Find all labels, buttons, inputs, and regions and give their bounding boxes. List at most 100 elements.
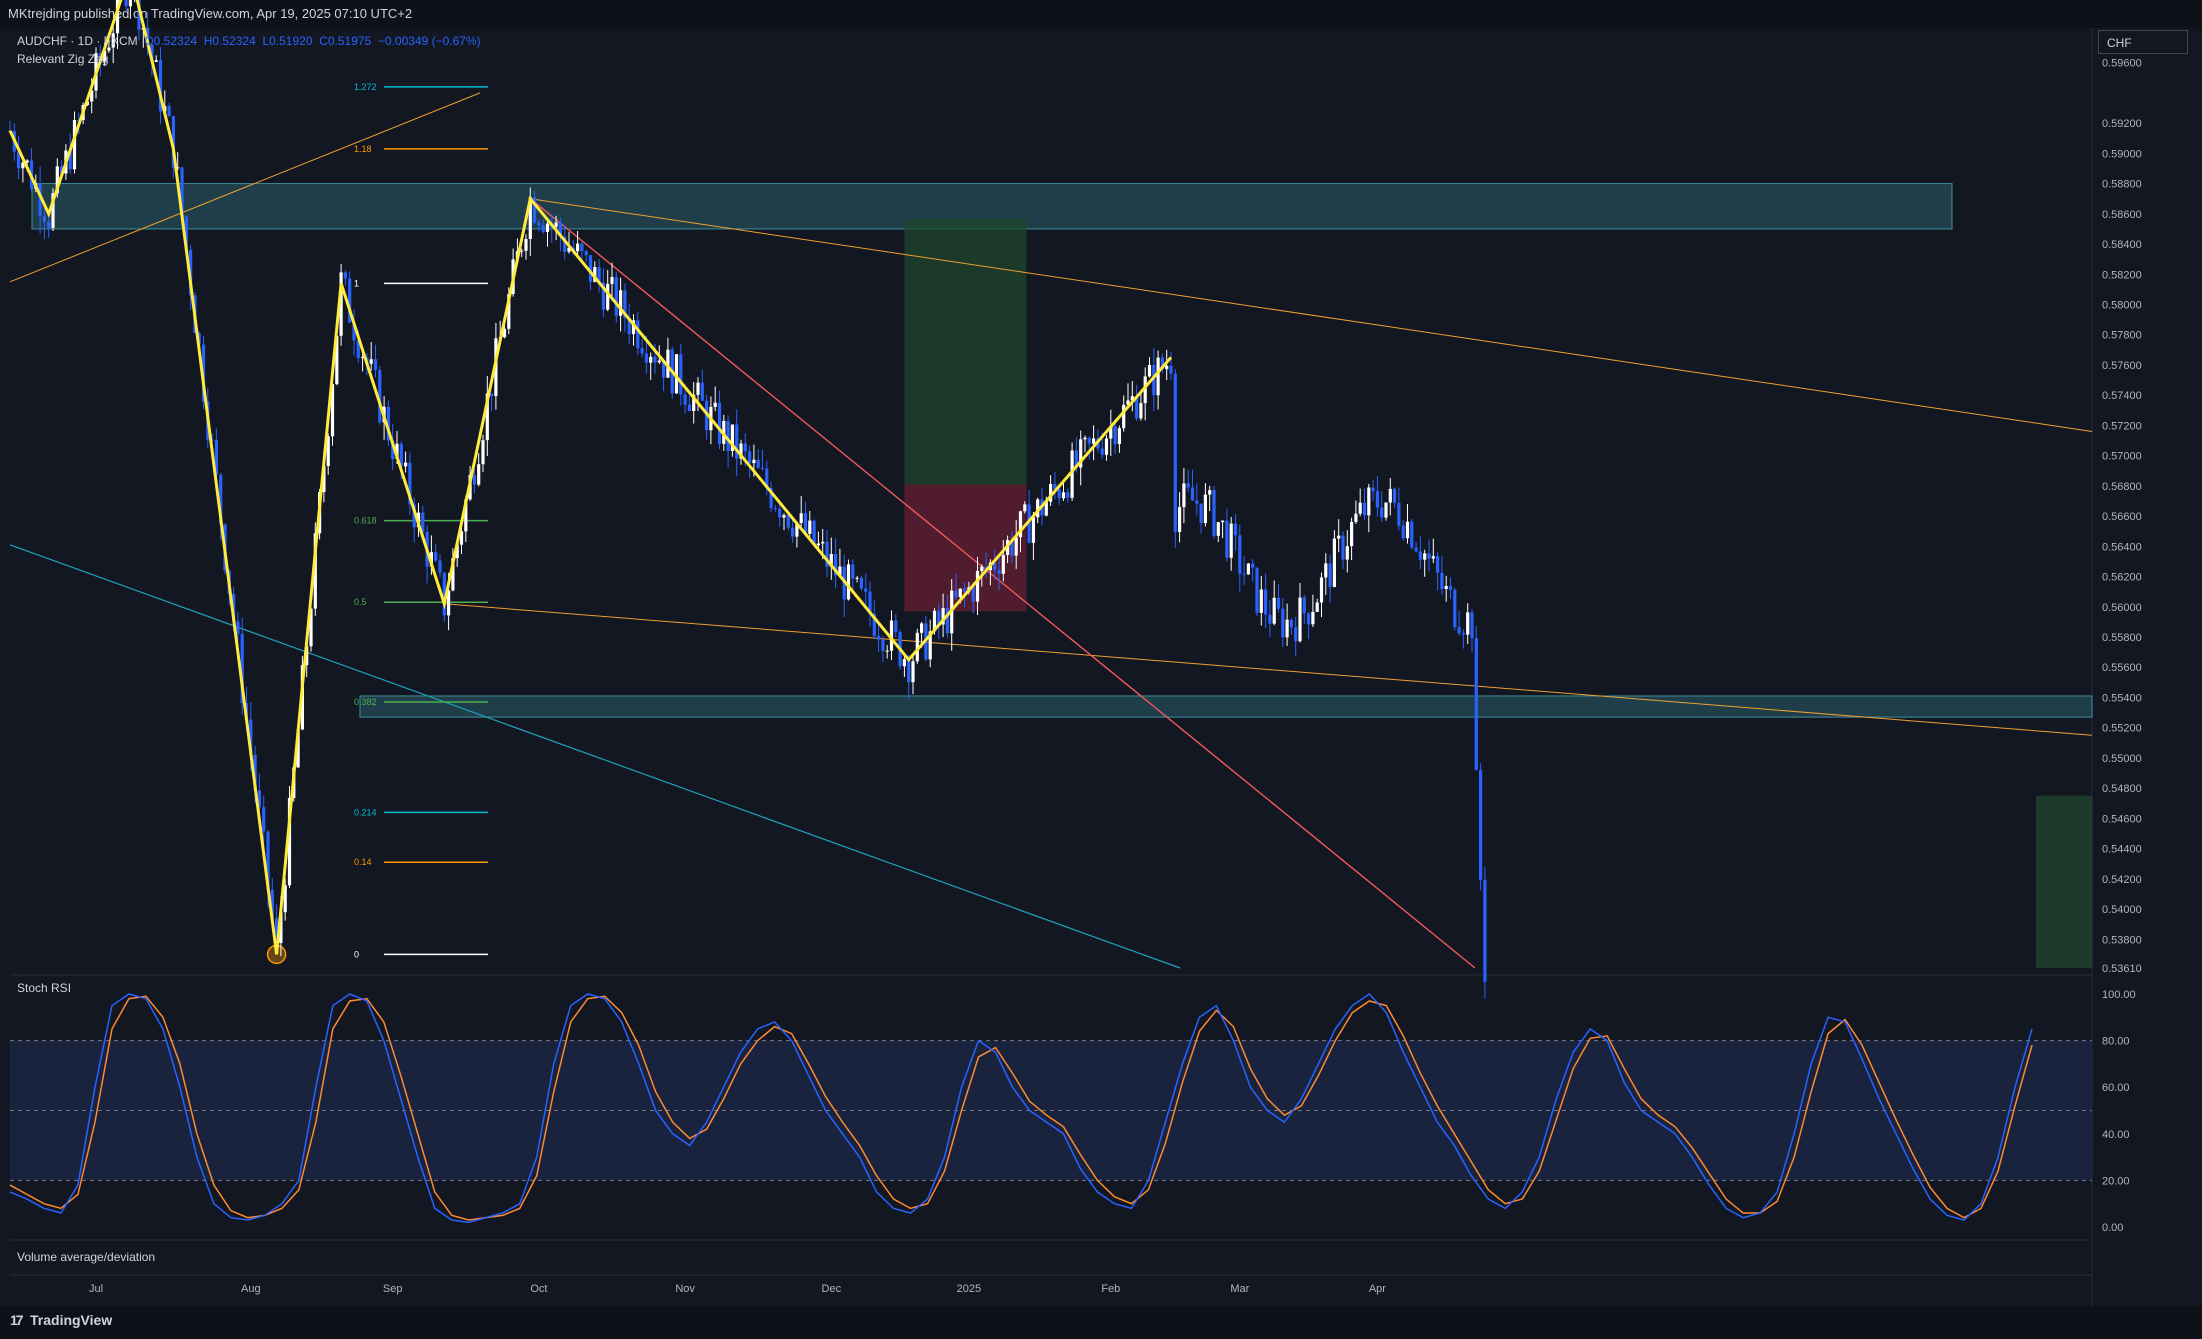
candle-body — [679, 354, 683, 395]
candle-body — [68, 150, 72, 170]
candle-body — [1345, 546, 1349, 560]
candle-body — [404, 462, 408, 467]
candle-body — [326, 436, 330, 467]
candle-body — [1264, 589, 1268, 615]
candle-body — [21, 162, 25, 169]
stoch-rsi-label[interactable]: Stoch RSI — [17, 981, 72, 995]
candle-body — [528, 197, 532, 240]
price-axis-label: 0.58800 — [2102, 179, 2142, 191]
candle-body — [1466, 612, 1470, 635]
candle-body — [520, 250, 524, 252]
candle-body — [1298, 597, 1302, 642]
candle-body — [128, 0, 132, 7]
candle-body — [795, 523, 799, 537]
candle-body — [1350, 521, 1354, 547]
candle-body — [455, 544, 459, 559]
candle-body — [38, 183, 42, 216]
price-axis-label: 0.56800 — [2102, 481, 2142, 493]
high-value: H0.52324 — [203, 34, 256, 48]
candle-body — [103, 50, 107, 62]
candle-body — [1178, 507, 1182, 532]
candle-body — [1324, 563, 1328, 578]
candle-body — [464, 499, 468, 532]
candle-body — [653, 356, 657, 363]
candle-body — [477, 464, 481, 485]
candle-body — [1057, 489, 1061, 499]
candle-body — [72, 120, 77, 170]
time-axis-label: Feb — [1101, 1283, 1120, 1295]
trendline — [530, 198, 2093, 432]
candle-body — [636, 320, 640, 349]
time-axis-label: Nov — [675, 1283, 695, 1295]
candle-body — [1483, 879, 1487, 982]
zigzag-indicator-label[interactable]: Relevant Zig Zag — [17, 52, 109, 66]
candle-body — [932, 610, 937, 632]
candle-body — [378, 369, 382, 423]
price-axis-label: 0.58400 — [2102, 239, 2142, 251]
candle-body — [1031, 517, 1035, 543]
candle-body — [717, 402, 722, 444]
candle-body — [1328, 563, 1332, 587]
candle-body — [322, 466, 326, 493]
price-axis-label: 0.54000 — [2102, 904, 2142, 916]
candle-body — [1380, 507, 1384, 518]
candle-body — [1294, 627, 1298, 642]
trendline — [529, 198, 1476, 969]
candle-body — [1307, 613, 1311, 625]
candle-body — [700, 382, 704, 401]
candle-body — [313, 533, 317, 609]
candle-body — [1160, 357, 1164, 370]
candle-body — [451, 558, 455, 591]
currency-label[interactable]: CHF — [2098, 30, 2188, 54]
candle-body — [1251, 563, 1255, 568]
trendline — [444, 603, 2093, 736]
candle-body — [554, 222, 558, 227]
published-text: MKtrejding published on TradingView.com,… — [8, 6, 413, 21]
candle-body — [240, 633, 244, 704]
candle-body — [1268, 614, 1272, 624]
candle-body — [287, 797, 292, 886]
candle-body — [1246, 563, 1250, 575]
candle-body — [1074, 450, 1078, 468]
candle-body — [881, 639, 885, 651]
candle-body — [1233, 523, 1238, 536]
candle-body — [502, 328, 507, 338]
price-axis-label: 0.54200 — [2102, 874, 2142, 886]
volume-indicator-label[interactable]: Volume average/deviation — [17, 1250, 156, 1264]
candle-body — [593, 267, 597, 282]
candle-body — [1431, 556, 1435, 559]
fib-level-label: 0.382 — [354, 697, 377, 707]
candle-body — [971, 587, 975, 602]
candle-body — [907, 659, 911, 683]
fib-level-label: 0 — [354, 949, 359, 959]
candle-body — [524, 239, 528, 251]
candle-body — [1427, 553, 1431, 559]
candle-body — [1289, 619, 1293, 628]
candle-body — [606, 283, 610, 310]
candle-body — [150, 44, 154, 62]
candle-body — [124, 0, 128, 7]
candle-body — [1354, 513, 1358, 522]
trendline — [9, 92, 481, 283]
price-axis-label: 0.56600 — [2102, 511, 2142, 523]
candle-body — [812, 520, 816, 546]
symbol-label[interactable]: AUDCHF · 1D · FXCM — [17, 34, 138, 48]
candle-body — [778, 508, 782, 518]
candle-body — [1401, 525, 1405, 539]
candle-body — [459, 531, 464, 545]
price-axis-label: 0.57800 — [2102, 330, 2142, 342]
candle-body — [1315, 602, 1319, 612]
candle-body — [1087, 437, 1091, 444]
candle-body — [1414, 547, 1418, 552]
candle-body — [752, 459, 756, 464]
candle-body — [253, 754, 257, 791]
candle-body — [1479, 770, 1483, 880]
candle-body — [1474, 638, 1478, 771]
candle-body — [438, 560, 442, 573]
price-axis-label: 0.57000 — [2102, 451, 2142, 463]
candle-body — [1405, 521, 1410, 539]
candle-body — [1165, 365, 1169, 370]
price-axis-label: 0.53800 — [2102, 934, 2142, 946]
stoch-axis-label: 80.00 — [2102, 1036, 2130, 1048]
